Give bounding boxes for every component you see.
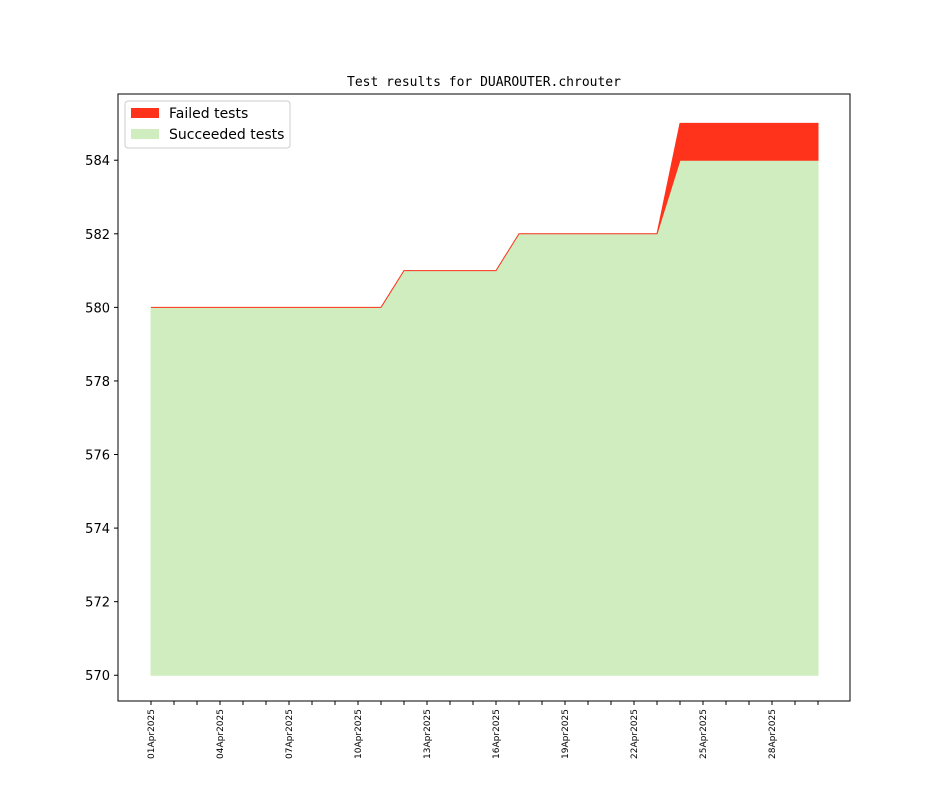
x-tick-label: 19Apr2025 [561,709,571,759]
plot-area [150,122,819,676]
x-tick-label: 22Apr2025 [630,709,640,759]
x-tick-label: 04Apr2025 [216,709,226,759]
legend-swatch [131,129,159,139]
legend-swatch [131,108,159,118]
x-tick-label: 28Apr2025 [768,709,778,759]
y-tick-label: 572 [85,596,110,611]
x-tick-label: 10Apr2025 [354,709,364,759]
x-tick-label: 13Apr2025 [423,709,433,759]
y-tick-label: 584 [85,154,110,169]
chart-title: Test results for DUAROUTER.chrouter [347,75,621,90]
x-tick-label: 07Apr2025 [285,709,295,759]
y-axis: 570 572 574 576 578 580 582 584 [85,154,118,684]
legend-label: Failed tests [169,106,248,122]
legend-label: Succeeded tests [169,127,284,143]
x-axis: 01Apr2025 04Apr2025 07Apr2025 10Apr2025 13Ap… [147,701,819,759]
legend-box [124,100,291,149]
legend: Failed tests Succeeded tests [124,100,291,149]
y-tick-label: 574 [85,522,110,537]
x-tick-label: 25Apr2025 [699,709,709,759]
y-tick-label: 580 [85,301,110,316]
x-tick-label: 01Apr2025 [147,709,157,759]
failed-tests-area [151,122,819,308]
x-tick-label: 16Apr2025 [492,709,502,759]
y-tick-label: 570 [85,669,110,684]
plot-frame [117,93,851,702]
y-tick-label: 576 [85,449,110,464]
y-tick-label: 578 [85,375,110,390]
y-tick-label: 582 [85,228,110,243]
